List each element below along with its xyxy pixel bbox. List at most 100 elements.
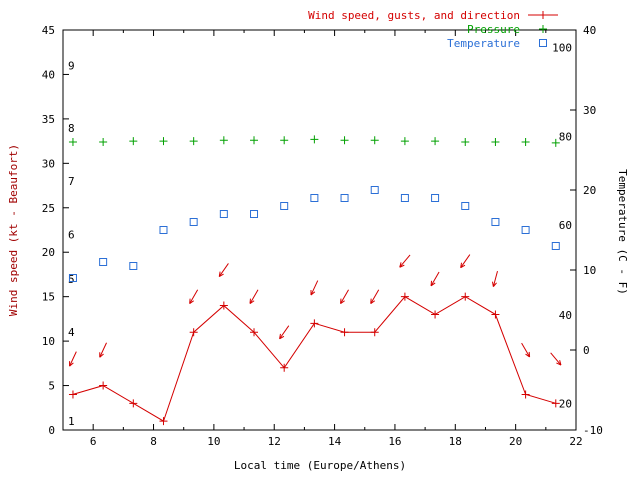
y-left-tick-label: 0 — [48, 424, 55, 437]
wind-marker — [370, 328, 379, 337]
beaufort-label: 9 — [68, 60, 75, 73]
y-right-tick-label: 30 — [583, 104, 596, 117]
y-left-tick-label: 10 — [42, 335, 55, 348]
pressure-marker — [129, 137, 138, 146]
wind-marker — [250, 328, 259, 337]
temperature-marker — [370, 186, 379, 194]
wind-marker — [99, 381, 108, 390]
temperature-marker — [461, 202, 470, 210]
pressure-marker — [68, 138, 77, 146]
x-tick-label: 18 — [449, 435, 462, 448]
legend-label-pressure: Pressure — [467, 23, 520, 36]
x-tick-label: 10 — [207, 435, 220, 448]
pressure-marker — [310, 135, 319, 144]
pressure-marker — [491, 138, 500, 146]
plot-border — [62, 29, 577, 431]
x-tick-label: 12 — [268, 435, 281, 448]
wind-arrow — [218, 263, 229, 277]
y-left-tick-label: 40 — [42, 68, 55, 81]
temperature-marker — [491, 218, 500, 226]
pressure-marker — [461, 138, 470, 146]
fahrenheit-label: 80 — [559, 130, 572, 143]
y-left-tick-label: 20 — [42, 246, 55, 259]
pressure-marker — [400, 137, 409, 146]
wind-marker — [461, 292, 470, 301]
x-tick-label: 6 — [90, 435, 97, 448]
legend-temperature-marker — [539, 39, 547, 47]
y-right-tick-label: 20 — [583, 184, 596, 197]
pressure-marker — [551, 138, 560, 147]
wind-marker — [521, 390, 530, 399]
wind-arrow-barb — [399, 262, 402, 268]
wind-marker — [189, 328, 198, 337]
legend-label-temperature: Temperature — [447, 37, 520, 50]
wind-marker — [551, 399, 560, 408]
wind-arrow-barb — [559, 360, 562, 366]
legend-label-wind: Wind speed, gusts, and direction — [308, 9, 520, 22]
wind-marker — [310, 319, 319, 328]
pressure-marker — [521, 138, 530, 146]
beaufort-label: 1 — [68, 415, 75, 428]
wind-arrow — [279, 325, 290, 340]
wind-marker — [280, 363, 289, 372]
wind-marker — [68, 390, 77, 399]
fahrenheit-label: 100 — [552, 42, 572, 55]
pressure-marker — [99, 138, 108, 146]
y-right-tick-label: -10 — [583, 424, 603, 437]
legend-wind-marker — [539, 11, 547, 19]
y-left-tick-label: 5 — [48, 380, 55, 393]
wind-arrow-barb — [491, 281, 494, 287]
temperature-marker — [340, 194, 349, 202]
y-left-tick-label: 35 — [42, 113, 55, 126]
y-left-tick-label: 25 — [42, 202, 55, 215]
fahrenheit-label: 60 — [559, 219, 572, 232]
wind-arrow-barb — [556, 362, 562, 366]
wind-marker — [159, 417, 168, 426]
fahrenheit-label: 40 — [559, 309, 572, 322]
temperature-marker — [189, 218, 198, 226]
x-axis-label: Local time (Europe/Athens) — [233, 459, 407, 472]
beaufort-label: 4 — [68, 326, 75, 339]
wind-arrow-barb — [525, 353, 530, 358]
y-axis-label-left: Wind speed (kt - Beaufort) — [7, 143, 20, 317]
y-right-tick-label: 40 — [583, 24, 596, 37]
pressure-marker — [370, 136, 379, 145]
temperature-marker — [400, 194, 409, 202]
temperature-marker — [431, 194, 440, 202]
wind-marker — [219, 301, 228, 310]
wind-marker — [340, 328, 349, 337]
pressure-marker — [219, 136, 228, 145]
temperature-marker — [250, 210, 259, 218]
wind-arrow — [310, 280, 319, 296]
wind-marker — [431, 310, 440, 319]
y-right-tick-label: 0 — [583, 344, 590, 357]
wind-arrow-barb — [219, 273, 224, 277]
wind-arrow-barb — [249, 300, 255, 305]
beaufort-label: 8 — [68, 122, 75, 135]
legend-pressure-marker — [539, 25, 547, 33]
pressure-marker — [431, 137, 440, 146]
wind-arrow — [460, 254, 471, 268]
wind-arrow-barb — [460, 262, 463, 268]
wind-arrow-barb — [430, 282, 436, 287]
wind-arrow — [430, 271, 440, 287]
pressure-marker — [340, 136, 349, 145]
temperature-marker — [99, 258, 108, 266]
wind-marker — [491, 310, 500, 319]
wind-arrow — [370, 289, 380, 304]
x-tick-label: 16 — [388, 435, 401, 448]
temperature-marker — [551, 242, 560, 250]
pressure-marker — [159, 137, 168, 146]
beaufort-label: 5 — [68, 273, 75, 286]
y-left-tick-label: 15 — [42, 291, 55, 304]
wind-arrow-barb — [279, 335, 285, 340]
wind-arrow — [189, 289, 199, 304]
y-left-tick-label: 30 — [42, 157, 55, 170]
wind-arrow-barb — [492, 282, 497, 287]
temperature-marker — [159, 226, 168, 234]
temperature-marker — [219, 210, 228, 218]
x-tick-label: 22 — [569, 435, 582, 448]
x-tick-label: 14 — [328, 435, 342, 448]
y-right-tick-label: 10 — [583, 264, 596, 277]
